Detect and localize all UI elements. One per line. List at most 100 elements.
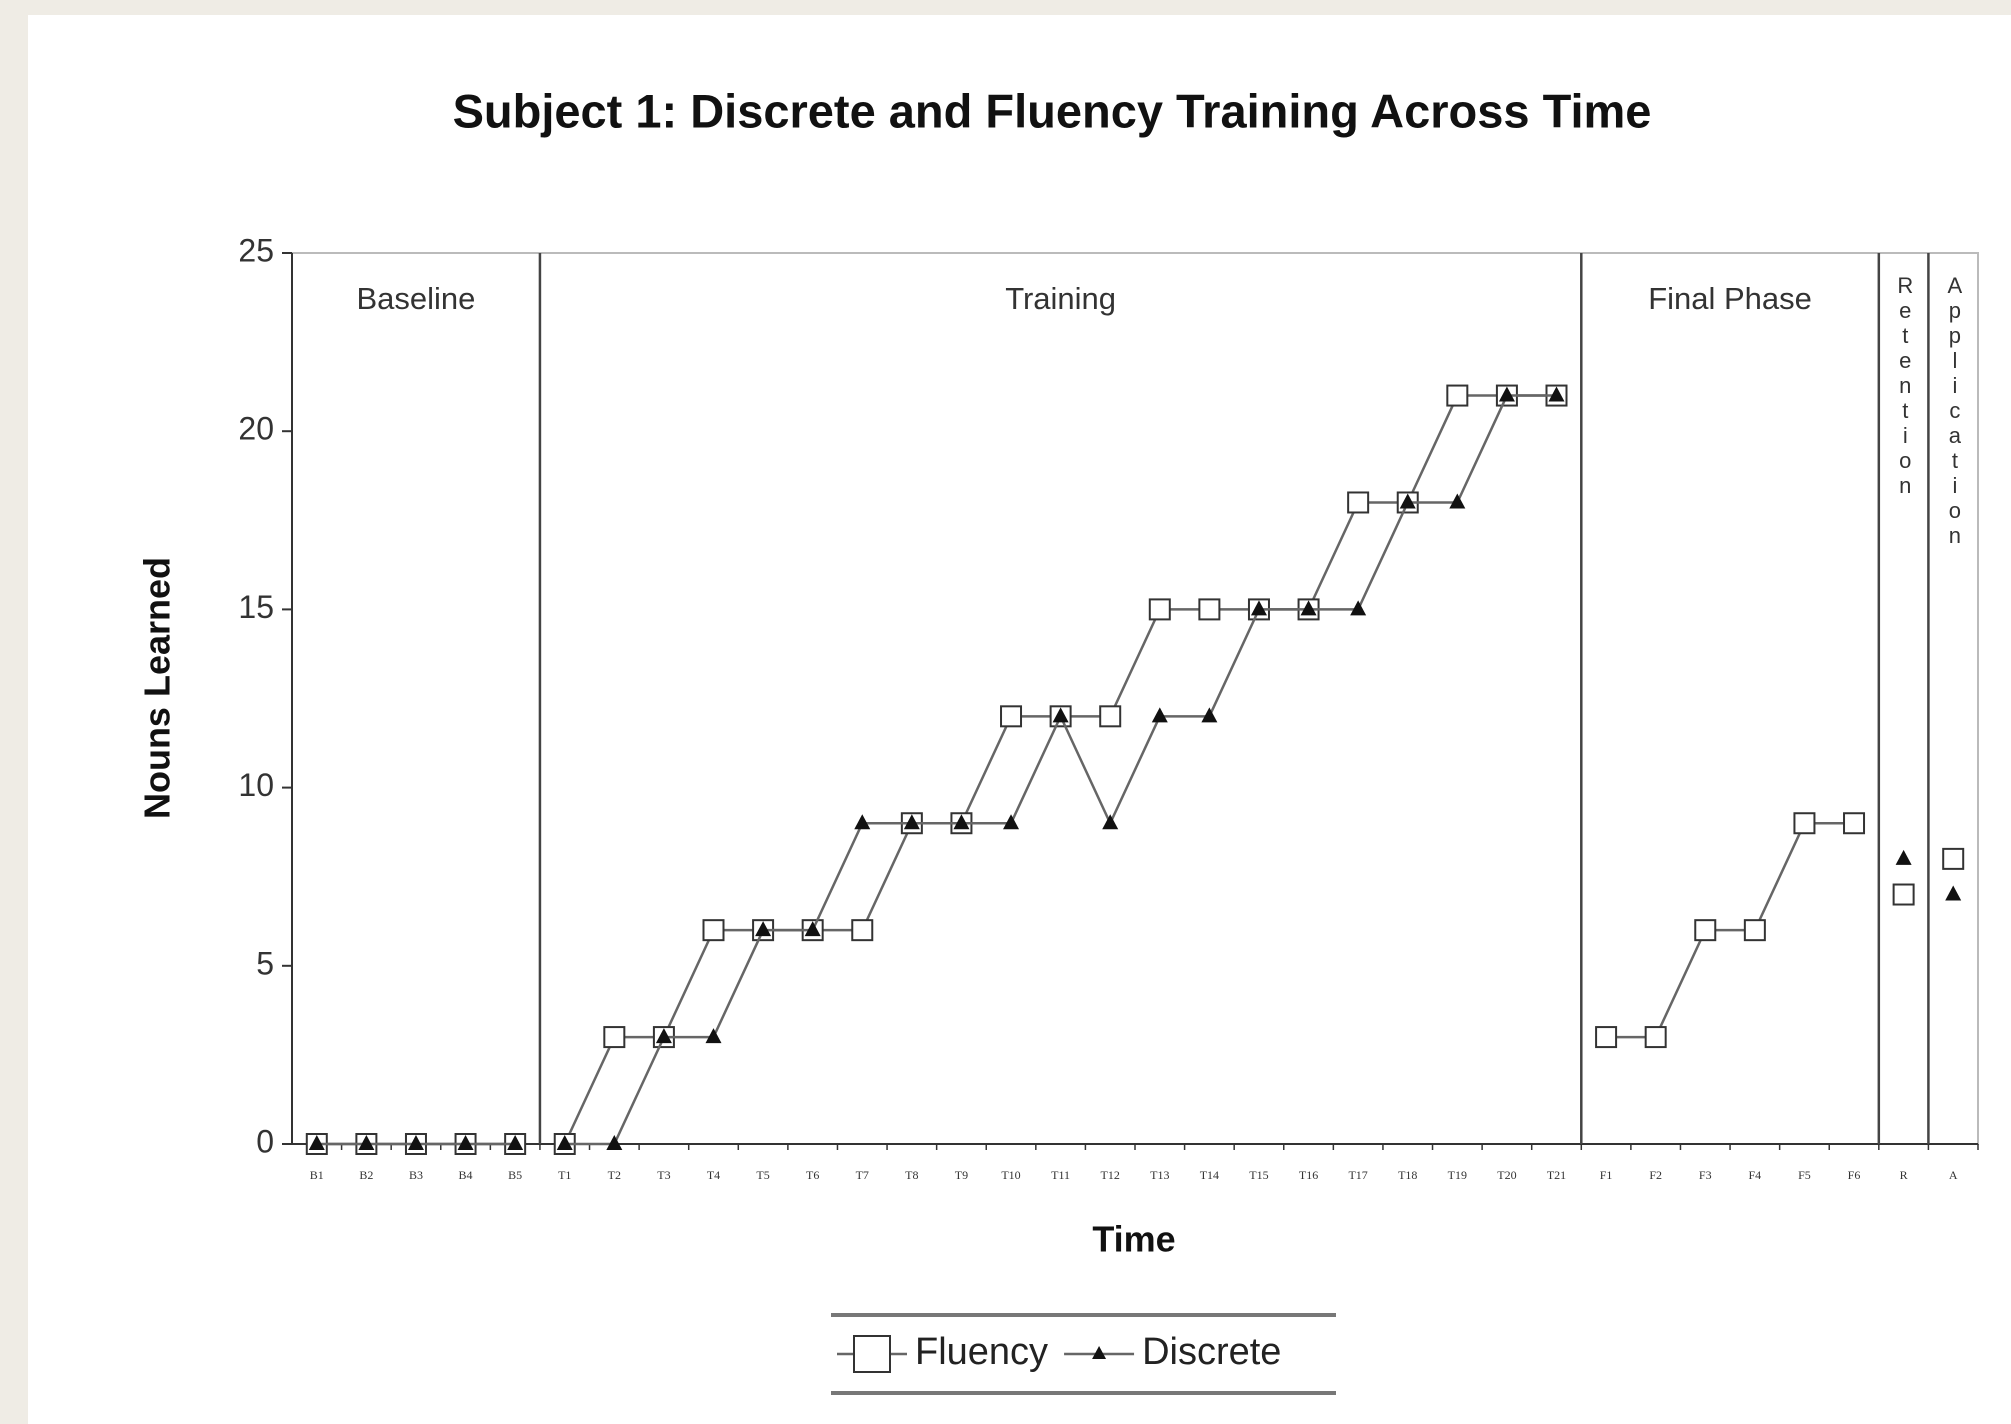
marker	[507, 1135, 524, 1150]
phase-label: Final Phase	[1648, 281, 1812, 316]
series-line	[1606, 821, 1855, 1039]
marker	[851, 919, 874, 942]
x-tick-label: T16	[1299, 1168, 1318, 1182]
marker	[1449, 493, 1466, 509]
legend-label: Fluency	[915, 1331, 1048, 1373]
marker	[1694, 919, 1717, 942]
marker	[1644, 1026, 1667, 1049]
marker	[1548, 386, 1565, 402]
x-tick-label: F5	[1798, 1168, 1811, 1182]
marker	[953, 814, 970, 830]
x-tick-label: F6	[1848, 1168, 1861, 1182]
marker	[1945, 885, 1962, 901]
marker	[1743, 919, 1766, 942]
x-tick-label: T8	[905, 1168, 918, 1182]
marker	[705, 1028, 722, 1044]
x-tick-label: T18	[1398, 1168, 1417, 1182]
marker	[1446, 384, 1469, 407]
marker	[603, 1026, 626, 1049]
y-tick-label: 10	[238, 767, 274, 803]
y-tick-label: 5	[256, 945, 274, 981]
marker	[606, 1135, 623, 1150]
x-tick-label: B2	[359, 1168, 373, 1182]
x-tick-label: T14	[1200, 1168, 1219, 1182]
marker	[308, 1135, 325, 1150]
x-tick-label: T19	[1448, 1168, 1467, 1182]
marker	[556, 1135, 573, 1150]
marker	[1300, 600, 1317, 616]
marker	[655, 1028, 672, 1044]
marker	[1151, 707, 1168, 723]
marker	[407, 1135, 424, 1150]
x-tick-label: F3	[1699, 1168, 1712, 1182]
marker	[854, 814, 871, 830]
marker	[1942, 847, 1965, 870]
phase-label: Baseline	[357, 281, 476, 316]
x-tick-label: F2	[1649, 1168, 1662, 1182]
marker	[1102, 814, 1119, 830]
legend-marker	[1092, 1346, 1107, 1359]
x-tick-label: T17	[1348, 1168, 1367, 1182]
marker	[1198, 598, 1221, 621]
x-tick-label: B1	[310, 1168, 324, 1182]
x-tick-label: T4	[707, 1168, 720, 1182]
x-tick-label: T7	[856, 1168, 869, 1182]
x-tick-label: T15	[1249, 1168, 1268, 1182]
marker	[1000, 705, 1023, 728]
x-tick-label: T13	[1150, 1168, 1169, 1182]
y-tick-label: 15	[238, 589, 274, 625]
marker	[702, 919, 725, 942]
x-tick-label: T2	[608, 1168, 621, 1182]
x-tick-label: B4	[459, 1168, 473, 1182]
marker	[1052, 707, 1069, 723]
x-tick-label: T5	[756, 1168, 769, 1182]
marker	[1148, 598, 1171, 621]
plot-frame	[291, 252, 1979, 1145]
x-tick-label: T1	[558, 1168, 571, 1182]
y-tick-label: 20	[238, 411, 274, 447]
marker	[457, 1135, 474, 1150]
marker	[804, 921, 821, 937]
x-tick-label: T10	[1001, 1168, 1020, 1182]
marker	[1250, 600, 1267, 616]
x-tick-label: B5	[508, 1168, 522, 1182]
x-tick-label: T9	[955, 1168, 968, 1182]
marker	[755, 921, 772, 937]
y-tick-label: 25	[238, 232, 274, 268]
x-tick-label: R	[1900, 1168, 1908, 1182]
marker	[1892, 883, 1915, 906]
marker	[1099, 705, 1122, 728]
marker	[1003, 814, 1020, 830]
marker	[903, 814, 920, 830]
phase-label: Application	[1942, 273, 1967, 548]
phase-label: Retention	[1893, 273, 1918, 498]
x-tick-label: F4	[1749, 1168, 1762, 1182]
series-1	[308, 386, 1962, 1150]
marker	[1399, 493, 1416, 509]
x-tick-label: T11	[1051, 1168, 1070, 1182]
marker	[1498, 386, 1515, 402]
legend-marker	[853, 1335, 891, 1373]
x-tick-label: F1	[1600, 1168, 1613, 1182]
marker	[1793, 812, 1816, 835]
x-tick-label: A	[1949, 1168, 1958, 1182]
y-tick-label: 0	[256, 1123, 274, 1159]
marker	[1843, 812, 1866, 835]
marker	[1595, 1026, 1618, 1049]
marker	[358, 1135, 375, 1150]
x-axis-title: Time	[1092, 1219, 1175, 1260]
x-tick-label: T12	[1101, 1168, 1120, 1182]
chart-title: Subject 1: Discrete and Fluency Training…	[453, 84, 1652, 137]
x-tick-label: B3	[409, 1168, 423, 1182]
marker	[1895, 849, 1912, 865]
x-tick-label: T21	[1547, 1168, 1566, 1182]
legend-label: Discrete	[1142, 1331, 1281, 1373]
marker	[1347, 491, 1370, 514]
x-tick-label: T20	[1497, 1168, 1516, 1182]
x-tick-label: T3	[657, 1168, 670, 1182]
marker	[1201, 707, 1218, 723]
x-tick-label: T6	[806, 1168, 819, 1182]
phase-label: Training	[1005, 281, 1116, 316]
y-axis-title: Nouns Learned	[137, 557, 178, 819]
